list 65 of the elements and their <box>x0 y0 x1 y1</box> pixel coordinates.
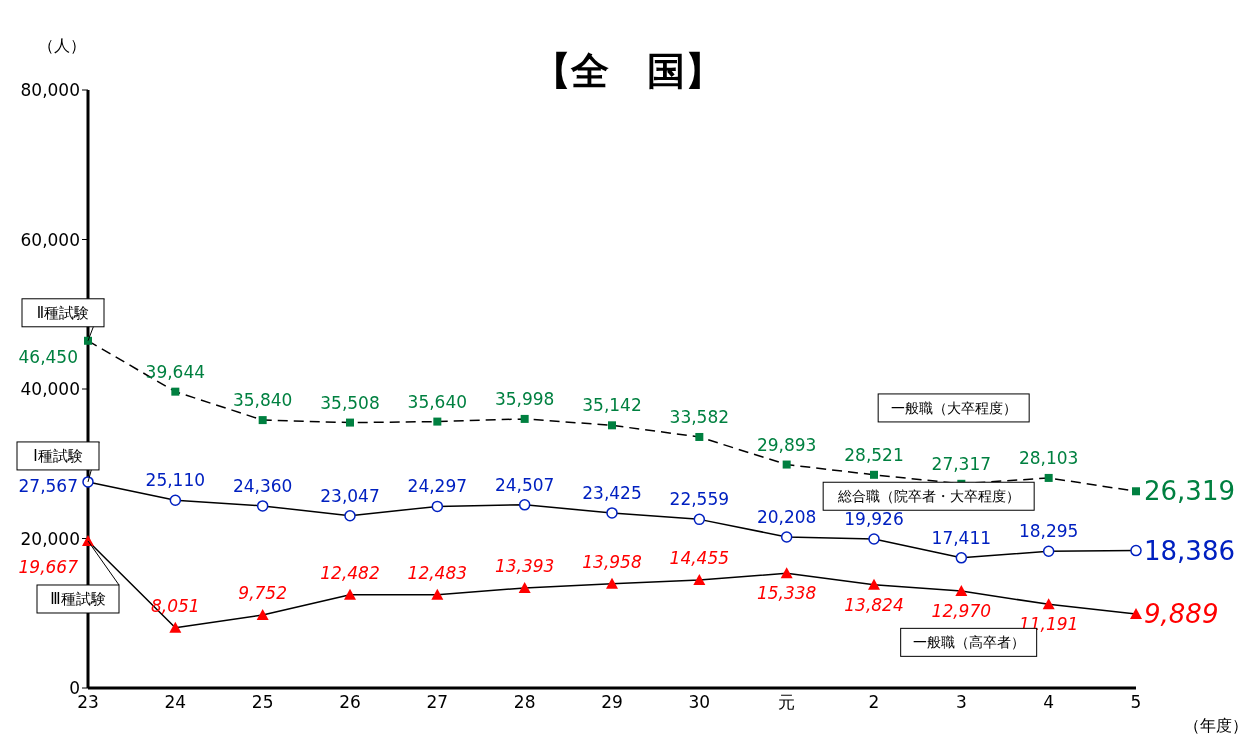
data-label: 27,317 <box>931 453 992 474</box>
data-label: 12,970 <box>931 601 992 622</box>
data-label: 9,752 <box>238 583 287 604</box>
x-tick-label: 26 <box>339 692 361 713</box>
data-label: 39,644 <box>145 361 206 382</box>
data-label: 24,360 <box>232 475 293 496</box>
data-label: 19,926 <box>844 509 904 530</box>
x-axis-title: （年度） <box>1184 716 1248 737</box>
y-tick-label: 40,000 <box>20 379 80 400</box>
data-label: 24,297 <box>407 476 468 497</box>
x-tick-label: 30 <box>688 692 711 713</box>
data-label: 17,411 <box>931 527 992 548</box>
data-label: 19,667 <box>18 556 79 577</box>
chart-title: 【全 国】 <box>533 49 723 93</box>
x-tick-label: 5 <box>1130 692 1142 713</box>
data-label: 23,047 <box>320 485 380 506</box>
data-label: 28,521 <box>844 444 904 465</box>
text: 一般職（大卒程度） <box>890 399 1017 416</box>
y-tick-label: 60,000 <box>20 229 80 250</box>
x-tick-label: 4 <box>1043 692 1055 713</box>
data-label: 12,483 <box>407 562 468 583</box>
data-label: 13,393 <box>494 555 555 576</box>
data-label: 28,103 <box>1018 447 1079 468</box>
text: 一般職（高卒者） <box>912 634 1025 651</box>
data-label: 26,319 <box>1144 476 1235 507</box>
data-label: 27,567 <box>18 475 78 496</box>
annotation: Ⅰ種試験 <box>33 446 83 465</box>
data-label: 9,889 <box>1144 599 1219 630</box>
data-label: 25,110 <box>145 470 206 491</box>
data-label: 24,507 <box>494 474 555 495</box>
data-label: 22,559 <box>669 489 730 510</box>
x-tick-label: 3 <box>955 692 967 713</box>
data-label: 23,425 <box>582 482 642 503</box>
data-label: 33,582 <box>669 406 730 427</box>
data-label: 12,482 <box>320 562 380 583</box>
text: 総合職（院卒者・大卒程度） <box>836 488 1020 505</box>
data-label: 35,640 <box>407 391 468 412</box>
annotation: Ⅲ種試験 <box>50 589 106 608</box>
data-label: 8,051 <box>151 595 200 616</box>
y-axis-title: （人） <box>38 36 86 57</box>
data-label: 35,142 <box>582 395 642 416</box>
data-label: 20,208 <box>756 506 817 527</box>
x-tick-label: 元 <box>778 692 796 713</box>
data-label: 35,840 <box>232 390 293 411</box>
data-label: 35,508 <box>320 392 380 413</box>
x-tick-label: 24 <box>164 692 187 713</box>
data-label: 13,958 <box>582 551 642 572</box>
x-tick-label: 29 <box>601 692 623 713</box>
x-tick-label: 27 <box>426 692 449 713</box>
data-label: 29,893 <box>756 434 817 455</box>
data-label: 18,386 <box>1144 535 1235 566</box>
data-label: 13,824 <box>844 594 904 615</box>
data-label: 14,455 <box>669 547 730 568</box>
data-label: 18,295 <box>1018 521 1079 542</box>
x-tick-label: 2 <box>868 692 880 713</box>
data-label: 35,998 <box>494 388 555 409</box>
y-tick-label: 80,000 <box>20 80 80 101</box>
x-tick-label: 25 <box>251 692 274 713</box>
data-label: 15,338 <box>756 583 817 604</box>
y-tick-label: 0 <box>69 678 80 699</box>
x-tick-label: 28 <box>513 692 536 713</box>
y-tick-label: 20,000 <box>20 528 80 549</box>
data-label: 46,450 <box>18 346 78 367</box>
x-tick-label: 23 <box>77 692 99 713</box>
annotation: Ⅱ種試験 <box>36 303 90 322</box>
